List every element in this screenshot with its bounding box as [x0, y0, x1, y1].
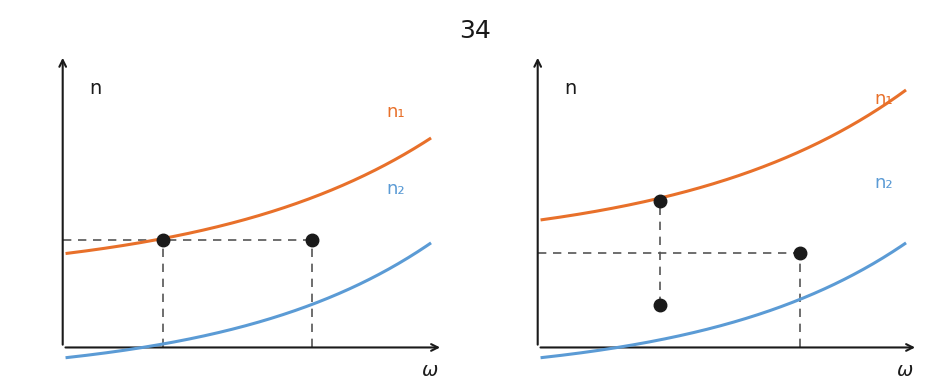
Text: n₁: n₁ — [874, 90, 893, 108]
Text: n₁: n₁ — [386, 103, 405, 121]
Text: n₂: n₂ — [874, 174, 893, 192]
Text: n₂: n₂ — [386, 180, 405, 199]
Text: ω: ω — [897, 361, 914, 380]
Text: n: n — [89, 79, 101, 97]
Text: ω: ω — [422, 361, 439, 380]
Text: 34: 34 — [459, 19, 491, 43]
Text: n: n — [564, 79, 576, 97]
